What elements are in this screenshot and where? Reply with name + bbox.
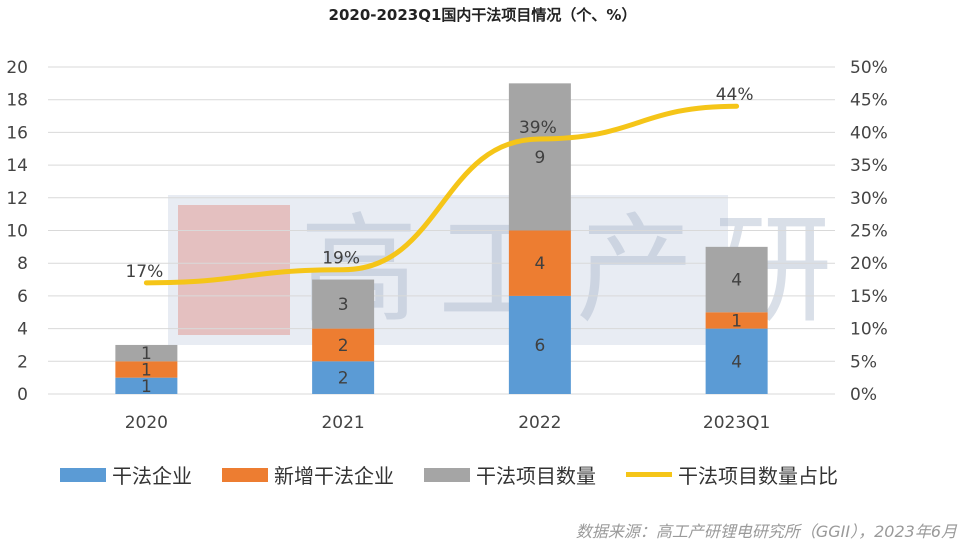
x-tick-label: 2021 bbox=[321, 413, 364, 433]
bar-value-label: 3 bbox=[338, 295, 349, 315]
bar-segment bbox=[508, 230, 571, 296]
bar-segment bbox=[115, 377, 178, 394]
y-tick-label: 18 bbox=[6, 91, 28, 111]
legend-label-enterprise: 干法企业 bbox=[112, 464, 192, 488]
bar-value-label: 2 bbox=[338, 336, 349, 356]
bar-segment bbox=[705, 312, 768, 329]
y2-tick-label: 0% bbox=[850, 385, 877, 405]
legend-swatch-share bbox=[626, 472, 672, 477]
bar-value-label: 6 bbox=[534, 336, 545, 356]
y2-tick-label: 15% bbox=[850, 287, 888, 307]
y2-tick-label: 5% bbox=[850, 352, 877, 372]
y2-tick-label: 35% bbox=[850, 156, 888, 176]
share-line bbox=[143, 103, 740, 286]
bar-segment bbox=[312, 361, 375, 394]
y-tick-label: 14 bbox=[6, 156, 28, 176]
y2-tick-label: 40% bbox=[850, 123, 888, 143]
bar-value-label: 1 bbox=[141, 377, 152, 397]
y-tick-label: 2 bbox=[17, 352, 28, 372]
legend-swatch-projects bbox=[424, 467, 470, 482]
x-tick-label: 2023Q1 bbox=[703, 413, 770, 433]
bar-segment bbox=[115, 344, 178, 362]
y-tick-label: 20 bbox=[6, 58, 28, 78]
y2-tick-label: 20% bbox=[850, 254, 888, 274]
bar-value-label: 9 bbox=[534, 148, 545, 168]
bar-segment bbox=[705, 328, 768, 394]
bar-segment bbox=[705, 246, 768, 313]
share-data-label: 19% bbox=[322, 249, 360, 269]
y-tick-label: 16 bbox=[6, 123, 28, 143]
legend-swatch-new-enterprise bbox=[222, 467, 268, 482]
legend-item-projects: 干法项目数量 bbox=[424, 460, 596, 489]
y-tick-label: 0 bbox=[17, 385, 28, 405]
y-tick-label: 4 bbox=[17, 320, 28, 340]
legend-item-enterprise: 干法企业 bbox=[60, 460, 192, 489]
bar-value-label: 1 bbox=[731, 311, 742, 331]
bar-segment bbox=[115, 361, 178, 378]
bar-value-label: 4 bbox=[731, 352, 742, 372]
bar-value-label: 1 bbox=[141, 360, 152, 380]
y2-tick-label: 25% bbox=[850, 222, 888, 242]
x-tick-label: 2022 bbox=[518, 413, 561, 433]
bar-segment bbox=[312, 328, 375, 362]
legend-item-share: 干法项目数量占比 bbox=[626, 460, 838, 489]
legend: 干法企业 新增干法企业 干法项目数量 干法项目数量占比 bbox=[60, 460, 838, 489]
y-tick-label: 12 bbox=[6, 189, 28, 209]
y2-tick-label: 30% bbox=[850, 189, 888, 209]
watermark-logo bbox=[178, 205, 290, 335]
bar-segment bbox=[508, 83, 571, 231]
chart-title: 2020-2023Q1国内干法项目情况（个、%） bbox=[328, 6, 637, 24]
bar-value-label: 2 bbox=[338, 369, 349, 389]
y2-tick-label: 50% bbox=[850, 58, 888, 78]
legend-swatch-enterprise bbox=[60, 467, 106, 482]
x-tick-label: 2020 bbox=[125, 413, 168, 433]
bar-value-label: 4 bbox=[731, 271, 742, 291]
source-note: 数据来源：高工产研锂电研究所（GGII），2023年6月 bbox=[575, 522, 957, 541]
bar-segment bbox=[508, 295, 571, 394]
legend-label-projects: 干法项目数量 bbox=[476, 464, 596, 488]
share-data-label: 39% bbox=[519, 118, 557, 138]
legend-item-new-enterprise: 新增干法企业 bbox=[222, 460, 394, 489]
legend-label-new-enterprise: 新增干法企业 bbox=[274, 464, 394, 488]
bar-value-label: 4 bbox=[534, 254, 545, 274]
y2-tick-label: 10% bbox=[850, 320, 888, 340]
legend-label-share: 干法项目数量占比 bbox=[678, 464, 838, 488]
y-tick-label: 8 bbox=[17, 254, 28, 274]
bar-segment bbox=[312, 279, 375, 329]
share-data-label: 17% bbox=[125, 262, 163, 282]
y-tick-label: 10 bbox=[6, 222, 28, 242]
bar-value-label: 1 bbox=[141, 344, 152, 364]
share-data-label: 44% bbox=[716, 85, 754, 105]
y2-tick-label: 45% bbox=[850, 91, 888, 111]
watermark-backdrop bbox=[168, 195, 728, 345]
y-tick-label: 6 bbox=[17, 287, 28, 307]
